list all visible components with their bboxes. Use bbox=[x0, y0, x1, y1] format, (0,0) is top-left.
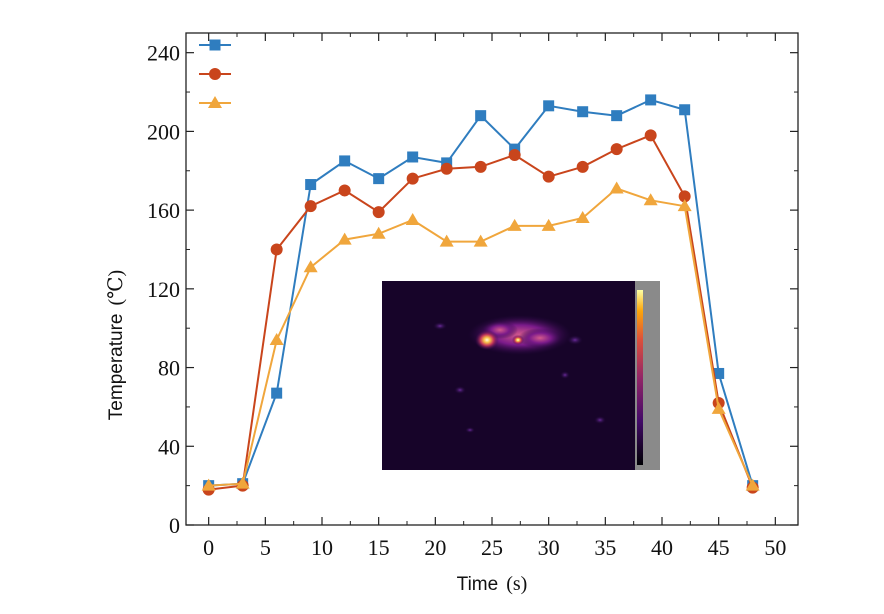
x-tick-label: 20 bbox=[424, 535, 446, 560]
data-point bbox=[677, 199, 692, 212]
thermal-dim-spot bbox=[433, 322, 447, 330]
legend-marker bbox=[208, 96, 222, 108]
data-point bbox=[576, 160, 589, 173]
y-tick-label: 200 bbox=[147, 119, 180, 144]
y-tick-label: 240 bbox=[147, 41, 180, 66]
x-axis-title-unit: (s) bbox=[506, 573, 527, 595]
thermal-hotspot bbox=[512, 335, 524, 345]
data-point bbox=[577, 106, 589, 118]
x-tick-label: 45 bbox=[708, 535, 730, 560]
x-tick-label: 15 bbox=[368, 535, 390, 560]
thermal-dim-spot bbox=[465, 427, 475, 433]
x-tick-label: 30 bbox=[538, 535, 560, 560]
legend-marker bbox=[209, 68, 221, 80]
y-tick-label: 120 bbox=[147, 277, 180, 302]
data-point bbox=[439, 234, 454, 247]
thermal-warm-region bbox=[518, 328, 562, 348]
data-point bbox=[679, 104, 691, 116]
data-point bbox=[338, 184, 351, 197]
x-tick-label: 35 bbox=[594, 535, 616, 560]
data-point bbox=[339, 155, 351, 167]
data-point bbox=[475, 110, 487, 122]
data-point bbox=[269, 333, 284, 346]
y-tick-label: 160 bbox=[147, 198, 180, 223]
legend bbox=[199, 39, 231, 108]
data-point bbox=[644, 129, 657, 142]
legend-entry-2 bbox=[199, 68, 231, 80]
tick-labels: 0 5 10 15 20 25 30 35 40 45 50 0 40 80 120 160 200 240 bbox=[147, 41, 786, 560]
data-point bbox=[337, 232, 352, 245]
legend-entry-3 bbox=[199, 96, 231, 108]
data-point bbox=[304, 200, 317, 213]
data-point bbox=[372, 206, 385, 219]
series-3 bbox=[201, 181, 760, 491]
thermal-dim-spot bbox=[560, 371, 570, 379]
data-point bbox=[745, 478, 760, 491]
thermal-image-shade bbox=[382, 281, 660, 470]
x-tick-label: 25 bbox=[481, 535, 503, 560]
data-point bbox=[541, 218, 556, 231]
x-tick-label: 40 bbox=[651, 535, 673, 560]
x-axis-title-main: Time bbox=[457, 574, 499, 595]
thermal-dim-spot bbox=[454, 386, 466, 394]
legend-entry-1 bbox=[199, 39, 231, 51]
data-point bbox=[508, 149, 521, 162]
data-point bbox=[542, 170, 555, 183]
thermal-hotspot bbox=[475, 330, 499, 350]
series-layer bbox=[201, 94, 760, 496]
y-axis-title-main: Temperature bbox=[106, 314, 127, 421]
data-point bbox=[543, 100, 555, 112]
data-point bbox=[643, 193, 658, 206]
y-tick-label: 40 bbox=[158, 434, 180, 459]
thermal-dim-spot bbox=[567, 335, 583, 345]
data-point bbox=[611, 110, 623, 122]
y-tick-label: 0 bbox=[169, 513, 180, 538]
data-point bbox=[406, 172, 419, 185]
data-point bbox=[575, 210, 590, 223]
thermal-image-background bbox=[382, 281, 660, 470]
svg-text:Temperature (℃): Temperature (℃) bbox=[105, 270, 127, 420]
data-point bbox=[271, 387, 283, 399]
data-point bbox=[645, 94, 657, 106]
y-axis-title: Temperature (℃) bbox=[105, 270, 127, 420]
data-point bbox=[474, 160, 487, 173]
data-point bbox=[407, 151, 419, 163]
x-tick-label: 10 bbox=[311, 535, 333, 560]
data-point bbox=[303, 260, 318, 273]
data-point bbox=[713, 367, 725, 379]
thermal-colorbar bbox=[637, 290, 643, 465]
data-point bbox=[711, 401, 726, 414]
legend-marker bbox=[209, 39, 221, 51]
x-tick-label: 50 bbox=[764, 535, 786, 560]
data-point bbox=[473, 234, 488, 247]
y-tick-label: 80 bbox=[158, 356, 180, 381]
data-point bbox=[270, 243, 283, 256]
data-point bbox=[440, 162, 453, 175]
data-point bbox=[201, 478, 216, 491]
data-point bbox=[609, 181, 624, 194]
thermal-dim-spot bbox=[594, 416, 606, 424]
data-point bbox=[405, 212, 420, 225]
x-tick-label: 0 bbox=[203, 535, 214, 560]
data-point bbox=[678, 190, 691, 203]
y-axis-title-unit: (℃) bbox=[105, 270, 127, 306]
axis-ticks bbox=[186, 33, 798, 526]
data-point bbox=[373, 173, 385, 185]
thermal-inset bbox=[382, 281, 660, 470]
x-axis-title: Time (s) bbox=[457, 573, 528, 595]
data-point bbox=[371, 226, 386, 239]
x-tick-label: 5 bbox=[260, 535, 271, 560]
data-point bbox=[507, 218, 522, 231]
data-point bbox=[235, 476, 250, 489]
data-point bbox=[610, 143, 623, 156]
data-point bbox=[305, 179, 317, 191]
